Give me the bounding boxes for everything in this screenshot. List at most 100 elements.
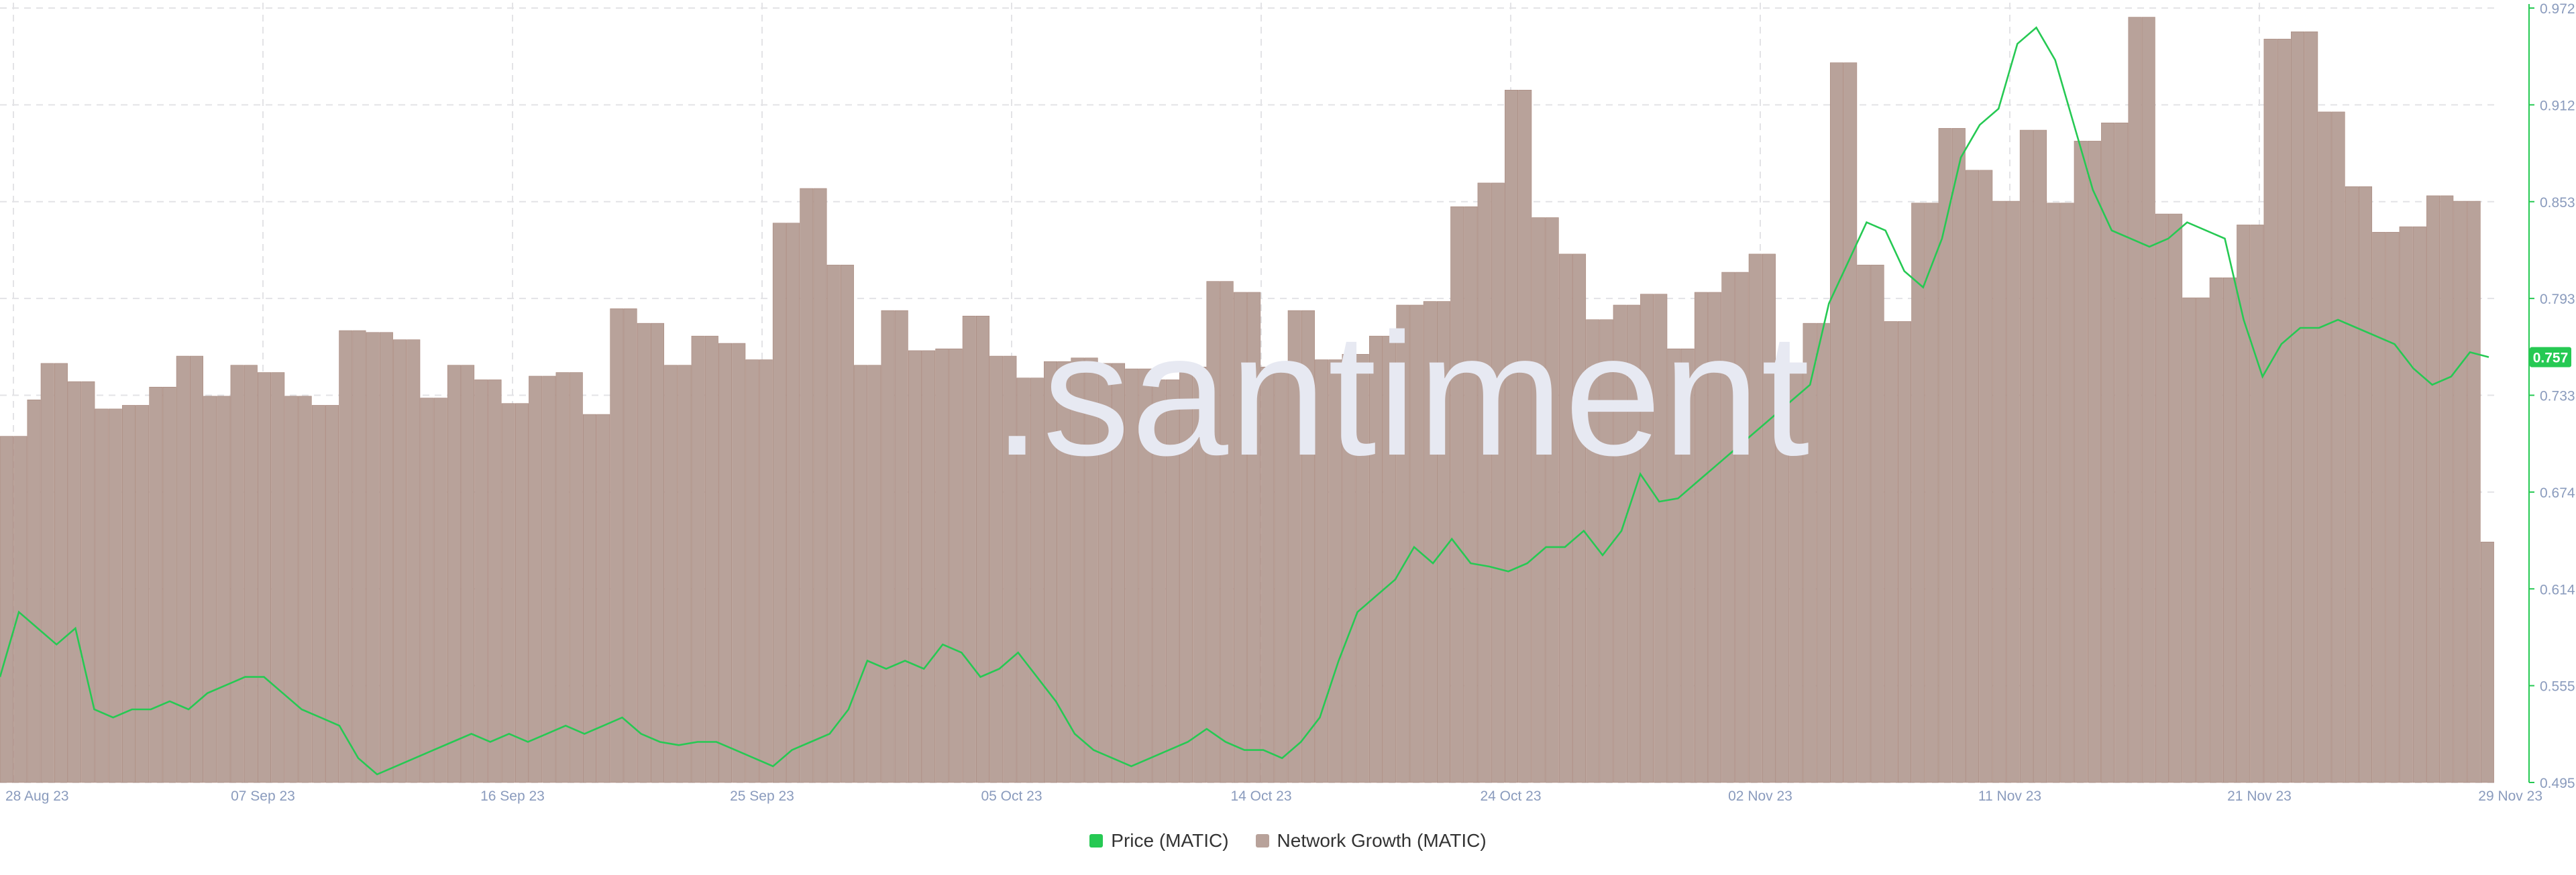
network-growth-bar (772, 223, 786, 783)
y-tick-label: 0.495 (2540, 776, 2575, 791)
network-growth-bar (1342, 354, 1356, 783)
y-tick-label: 0.555 (2540, 679, 2575, 695)
network-growth-bar (2169, 213, 2183, 783)
network-growth-bar (1748, 253, 1762, 783)
network-growth-bar (284, 396, 299, 783)
network-growth-bar (189, 355, 203, 783)
network-growth-bar (108, 408, 122, 783)
network-growth-bar (2087, 141, 2101, 783)
legend-price-label: Price (MATIC) (1111, 830, 1229, 851)
network-growth-bar (1884, 321, 1898, 783)
network-growth-bar (1423, 301, 1437, 783)
network-growth-bar (1843, 62, 1858, 783)
network-growth-bar (2114, 122, 2129, 783)
network-growth-bar (2359, 186, 2373, 783)
network-growth-bar (1450, 206, 1464, 783)
x-tick-label: 02 Nov 23 (1728, 789, 1792, 804)
network-growth-bar (2426, 195, 2440, 783)
x-tick-label: 07 Sep 23 (231, 789, 295, 804)
network-growth-bar (2277, 38, 2291, 783)
network-growth-bar (2467, 200, 2481, 783)
network-growth-bar (867, 365, 881, 783)
network-growth-bar (1654, 294, 1668, 783)
network-growth-bar (745, 359, 759, 783)
network-growth-bar (0, 436, 14, 783)
network-growth-bar (2250, 225, 2264, 783)
network-growth-bar (1328, 359, 1342, 783)
network-growth-bar (2331, 111, 2345, 783)
network-growth-bar (2237, 225, 2251, 783)
network-growth-bar (1966, 170, 1980, 783)
network-growth-bar (13, 436, 28, 783)
network-growth-bar (569, 372, 583, 783)
network-growth-bar (1708, 292, 1722, 783)
network-growth-bar (1789, 365, 1803, 783)
network-growth-bar (2480, 541, 2494, 783)
network-growth-bar (352, 330, 366, 783)
network-growth-bar (2033, 129, 2047, 783)
network-growth-bar (1138, 368, 1152, 783)
network-growth-bar (1626, 304, 1640, 783)
x-tick-label: 25 Sep 23 (730, 789, 794, 804)
network-growth-bar (162, 386, 176, 783)
network-growth-bar (1477, 182, 1491, 783)
network-growth-bar (311, 405, 325, 783)
network-growth-bar (258, 372, 272, 783)
network-growth-bar (68, 381, 82, 783)
network-growth-bar (1558, 253, 1572, 783)
network-growth-bar (529, 375, 543, 783)
network-growth-bar (786, 223, 800, 783)
network-growth-bar (2006, 200, 2020, 783)
y-tick-label: 0.793 (2540, 292, 2575, 307)
network-growth-bar (298, 396, 312, 783)
network-growth-bar (149, 386, 163, 783)
network-growth-bar (2155, 213, 2169, 783)
network-growth-bar (881, 310, 895, 783)
network-growth-bar (2440, 195, 2454, 783)
network-growth-bar (1911, 202, 1925, 783)
network-growth-bar (433, 398, 447, 783)
network-growth-bar (2385, 231, 2400, 783)
network-growth-bar (2453, 200, 2467, 783)
network-growth-bar (759, 359, 773, 783)
network-growth-bar (203, 396, 217, 783)
network-growth-bar (2399, 226, 2413, 783)
network-growth-bar (136, 405, 150, 783)
network-growth-bar (1491, 182, 1505, 783)
legend-network-growth[interactable]: Network Growth (MATIC) (1255, 830, 1487, 852)
price-line (0, 26, 2489, 776)
network-growth-bar (678, 365, 692, 783)
network-growth-bar (488, 380, 502, 783)
network-growth-bar (2101, 122, 2115, 783)
network-growth-bar (447, 365, 461, 783)
network-growth-bar (325, 405, 339, 783)
network-growth-bar (1396, 304, 1410, 783)
network-growth-bar (664, 365, 678, 783)
network-growth-bar (1152, 380, 1166, 783)
network-growth-bar (2209, 277, 2223, 783)
network-growth-bar (1898, 321, 1912, 783)
current-price-label: 0.757 (2533, 351, 2569, 366)
network-growth-bar (1938, 128, 1952, 783)
network-growth-bar (95, 408, 109, 783)
network-growth-bar (1030, 377, 1044, 783)
network-growth-bars (0, 17, 2494, 783)
network-growth-bar (474, 380, 488, 783)
network-growth-bar (1925, 202, 1939, 783)
x-tick-label: 21 Nov 23 (2227, 789, 2292, 804)
network-growth-bar (1436, 301, 1450, 783)
network-growth-bar (1125, 368, 1139, 783)
network-growth-bar (1084, 357, 1098, 783)
legend-price[interactable]: Price (MATIC) (1089, 830, 1229, 852)
y-tick-label: 0.614 (2540, 582, 2575, 597)
network-growth-bar (407, 339, 421, 783)
network-growth-bar (1206, 281, 1220, 783)
network-growth-bar (962, 315, 976, 783)
network-growth-bar (1762, 253, 1776, 783)
network-growth-swatch (1255, 834, 1269, 848)
network-growth-bar (420, 398, 434, 783)
network-growth-bar (1097, 363, 1112, 783)
network-growth-bar (651, 323, 665, 783)
